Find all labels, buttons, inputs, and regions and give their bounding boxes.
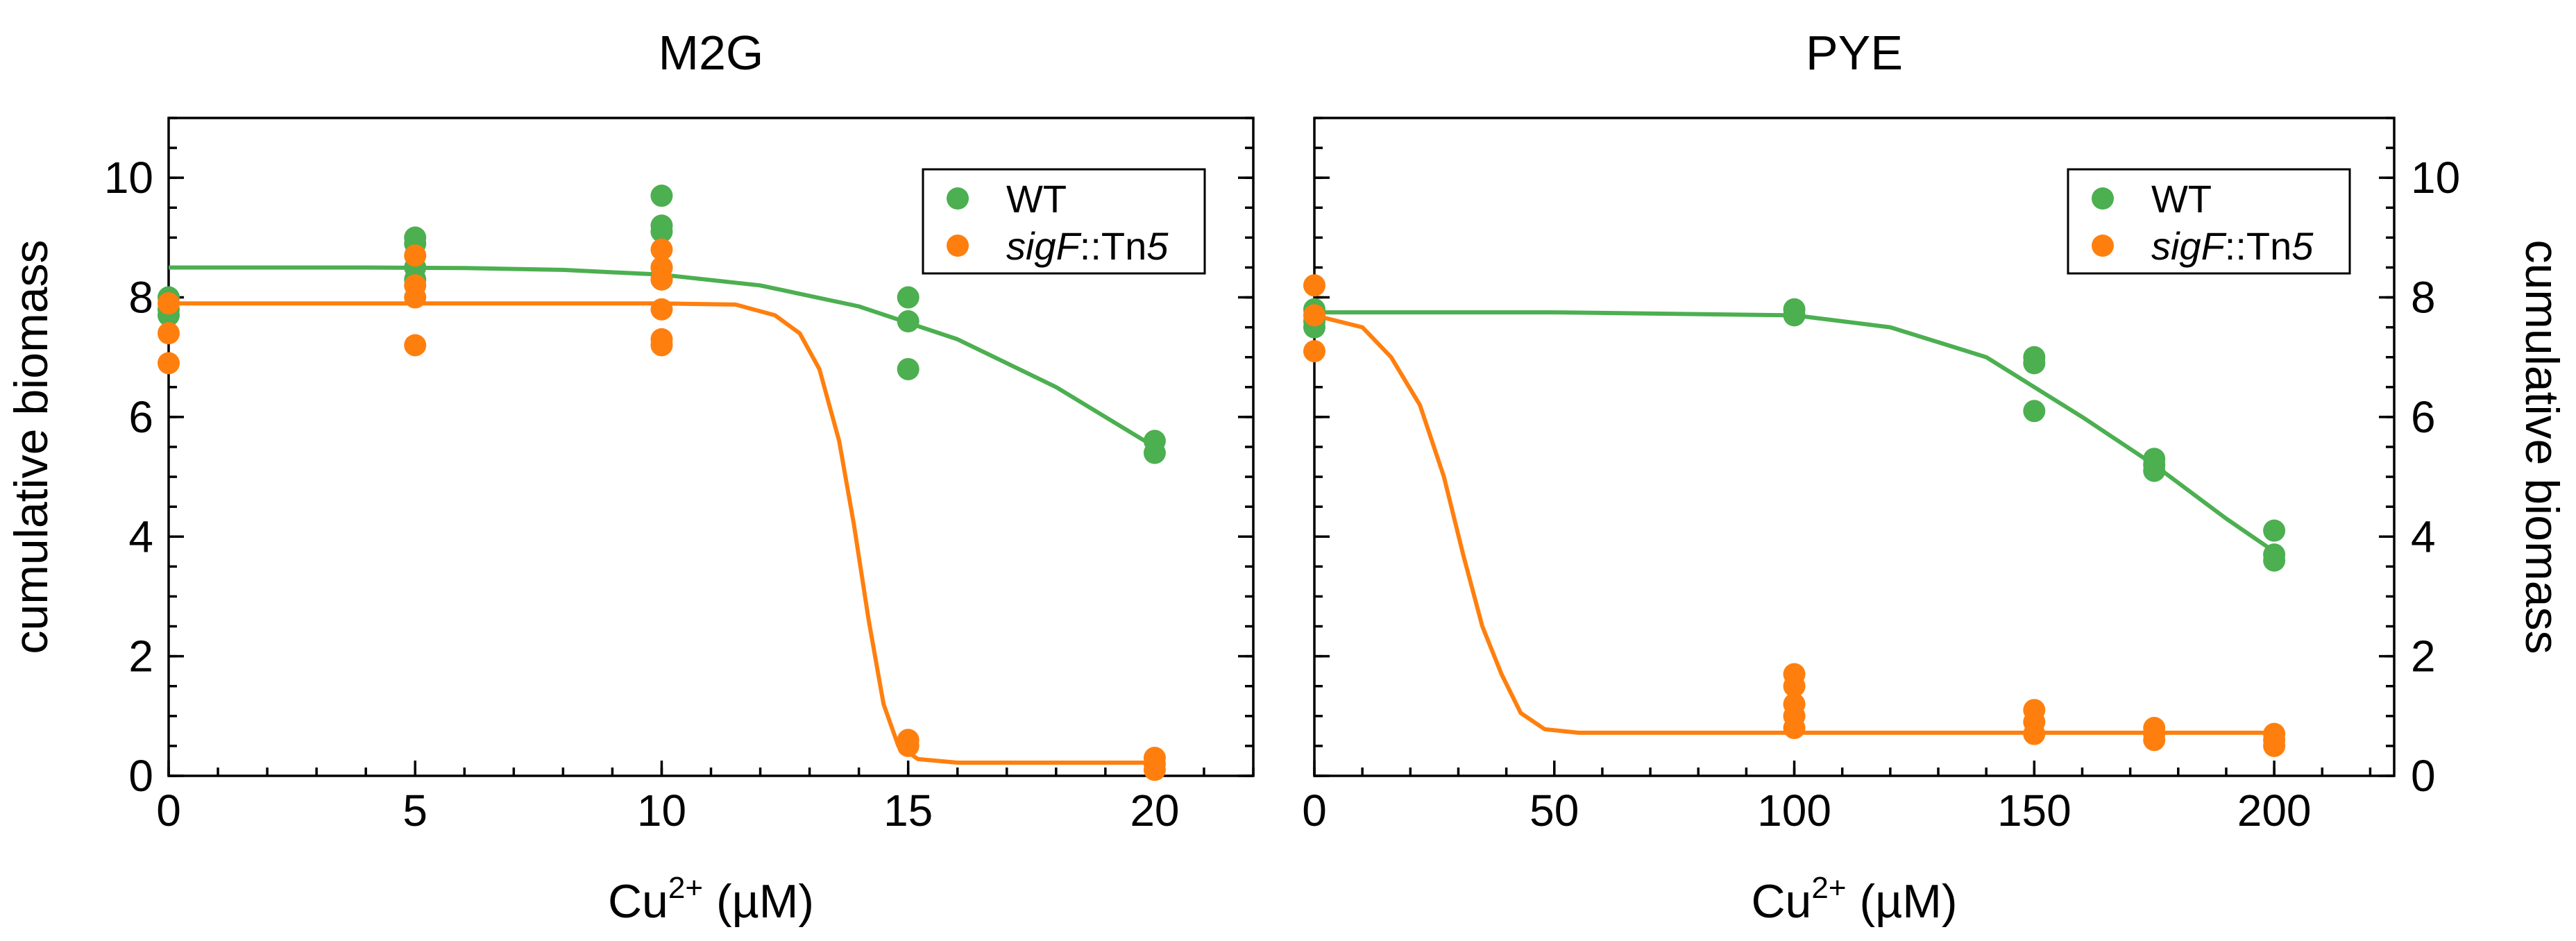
data-point-mutant bbox=[1143, 758, 1166, 781]
data-point-mutant bbox=[1303, 340, 1325, 363]
data-point-wt bbox=[897, 286, 920, 309]
y-tick-label: 0 bbox=[2411, 751, 2436, 801]
y-tick-label: 4 bbox=[128, 511, 153, 561]
chart-title: PYE bbox=[1806, 26, 1903, 80]
data-point-wt bbox=[2023, 352, 2046, 375]
y-tick-label: 2 bbox=[128, 631, 153, 681]
legend-marker-wt bbox=[947, 187, 969, 210]
data-point-wt bbox=[1783, 304, 1806, 327]
data-point-mutant bbox=[1783, 717, 1806, 740]
data-point-mutant bbox=[404, 286, 427, 309]
data-point-mutant bbox=[650, 238, 673, 261]
data-point-mutant bbox=[404, 334, 427, 357]
x-axis-title: Cu2+ (µM) bbox=[1751, 871, 1957, 928]
x-axis-title-base: Cu bbox=[1751, 875, 1811, 928]
legend-label-text: ::Tn bbox=[1080, 224, 1146, 268]
y-axis-title: cumulative biomass bbox=[2516, 239, 2568, 654]
data-point-wt bbox=[2023, 400, 2046, 423]
data-point-mutant bbox=[2143, 729, 2166, 752]
chart-panel-pye: PYE 0 50 100 150 200 0 2 4 6 8 10 Cu2+ (µM) cumulativ… bbox=[1302, 26, 2568, 928]
data-point-wt bbox=[1143, 441, 1166, 464]
legend-label-italic: sigF bbox=[1006, 224, 1082, 268]
x-tick-label: 20 bbox=[1130, 786, 1179, 836]
y-tick-label: 8 bbox=[128, 273, 153, 323]
data-point-mutant bbox=[650, 298, 673, 321]
legend-label-italic-suffix: 5 bbox=[1146, 224, 1169, 268]
x-tick-label: 150 bbox=[1997, 786, 2071, 836]
data-point-wt bbox=[2263, 549, 2286, 572]
legend-box bbox=[2067, 168, 2351, 275]
data-point-wt bbox=[897, 357, 920, 380]
data-point-mutant bbox=[158, 292, 180, 315]
data-point-mutant bbox=[1303, 274, 1325, 297]
legend-marker-mutant bbox=[947, 235, 969, 257]
x-axis-title-unit: (µM) bbox=[703, 875, 814, 928]
legend-marker-mutant bbox=[2092, 235, 2114, 257]
data-point-mutant bbox=[158, 322, 180, 345]
data-point-mutant bbox=[2263, 734, 2286, 757]
data-point-wt bbox=[2143, 459, 2166, 482]
plot-area bbox=[1314, 310, 2276, 735]
data-point-mutant bbox=[404, 244, 427, 267]
data-point-wt bbox=[650, 220, 673, 243]
y-tick-label: 10 bbox=[104, 153, 153, 203]
data-point-mutant bbox=[1783, 675, 1806, 697]
plot-area bbox=[169, 265, 1156, 765]
y-tick-label: 6 bbox=[128, 392, 153, 442]
y-tick-label: 6 bbox=[2411, 392, 2436, 442]
x-tick-label: 0 bbox=[1302, 786, 1327, 836]
fit-curve-mutant bbox=[1314, 313, 2275, 735]
x-tick-label: 0 bbox=[156, 786, 181, 836]
chart-panel-m2g: M2G 0 5 10 15 20 0 2 4 6 8 10 Cu2+ (µM) cumulative bi… bbox=[5, 26, 1255, 928]
legend-label-text: ::Tn bbox=[2225, 224, 2291, 268]
data-point-mutant bbox=[897, 734, 920, 757]
legend-label: sigF::Tn5 bbox=[2151, 224, 2314, 268]
y-tick-label: 10 bbox=[2411, 153, 2460, 203]
chart-title: M2G bbox=[659, 26, 764, 80]
x-tick-label: 50 bbox=[1530, 786, 1579, 836]
y-axis-title: cumulative biomass bbox=[5, 239, 58, 654]
x-tick-label: 5 bbox=[402, 786, 427, 836]
data-point-wt bbox=[650, 185, 673, 207]
legend-label: WT bbox=[2151, 177, 2212, 221]
x-axis-title-superscript: 2+ bbox=[668, 871, 703, 905]
legend-label-italic-suffix: 5 bbox=[2291, 224, 2314, 268]
x-tick-label: 10 bbox=[637, 786, 686, 836]
x-tick-label: 15 bbox=[883, 786, 933, 836]
x-tick-label: 100 bbox=[1757, 786, 1831, 836]
data-point-mutant bbox=[650, 268, 673, 291]
legend-label: sigF::Tn5 bbox=[1006, 224, 1169, 268]
fit-curve-wt bbox=[169, 265, 1156, 449]
legend-label: WT bbox=[1006, 177, 1067, 221]
data-point-mutant bbox=[1303, 304, 1325, 327]
x-axis-title-base: Cu bbox=[608, 875, 668, 928]
y-tick-label: 8 bbox=[2411, 273, 2436, 323]
x-axis-title: Cu2+ (µM) bbox=[608, 871, 814, 928]
y-tick-label: 0 bbox=[128, 751, 153, 801]
legend-label-italic: sigF bbox=[2151, 224, 2227, 268]
legend-marker-wt bbox=[2092, 187, 2114, 210]
legend-label-text: WT bbox=[2151, 177, 2212, 221]
data-point-mutant bbox=[2023, 722, 2046, 745]
x-axis-title-superscript: 2+ bbox=[1811, 871, 1846, 905]
x-axis-title-unit: (µM) bbox=[1847, 875, 1958, 928]
legend-label-text: WT bbox=[1006, 177, 1067, 221]
data-point-mutant bbox=[158, 352, 180, 375]
data-point-wt bbox=[2263, 519, 2286, 542]
fit-curve-wt bbox=[1314, 310, 2276, 554]
legend-box bbox=[922, 168, 1206, 275]
y-tick-label: 4 bbox=[2411, 511, 2436, 561]
fit-curve-mutant bbox=[169, 301, 1155, 765]
data-point-mutant bbox=[650, 334, 673, 357]
x-tick-label: 200 bbox=[2237, 786, 2312, 836]
y-tick-label: 2 bbox=[2411, 631, 2436, 681]
data-point-wt bbox=[897, 310, 920, 333]
